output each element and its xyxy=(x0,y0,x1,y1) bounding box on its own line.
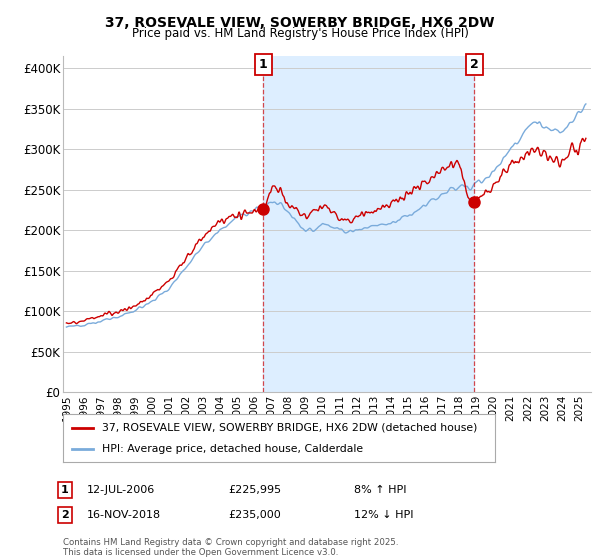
Text: Price paid vs. HM Land Registry's House Price Index (HPI): Price paid vs. HM Land Registry's House … xyxy=(131,27,469,40)
Text: 1: 1 xyxy=(259,58,268,71)
Text: £225,995: £225,995 xyxy=(228,485,281,495)
Text: 12-JUL-2006: 12-JUL-2006 xyxy=(87,485,155,495)
Text: 37, ROSEVALE VIEW, SOWERBY BRIDGE, HX6 2DW (detached house): 37, ROSEVALE VIEW, SOWERBY BRIDGE, HX6 2… xyxy=(102,423,477,433)
Text: Contains HM Land Registry data © Crown copyright and database right 2025.
This d: Contains HM Land Registry data © Crown c… xyxy=(63,538,398,557)
Text: £235,000: £235,000 xyxy=(228,510,281,520)
Text: HPI: Average price, detached house, Calderdale: HPI: Average price, detached house, Cald… xyxy=(102,444,363,454)
Text: 16-NOV-2018: 16-NOV-2018 xyxy=(87,510,161,520)
Text: 8% ↑ HPI: 8% ↑ HPI xyxy=(354,485,407,495)
Text: 2: 2 xyxy=(61,510,68,520)
Text: 2: 2 xyxy=(470,58,479,71)
Text: 37, ROSEVALE VIEW, SOWERBY BRIDGE, HX6 2DW: 37, ROSEVALE VIEW, SOWERBY BRIDGE, HX6 2… xyxy=(105,16,495,30)
Text: 12% ↓ HPI: 12% ↓ HPI xyxy=(354,510,413,520)
Text: 1: 1 xyxy=(61,485,68,495)
Bar xyxy=(263,56,474,392)
